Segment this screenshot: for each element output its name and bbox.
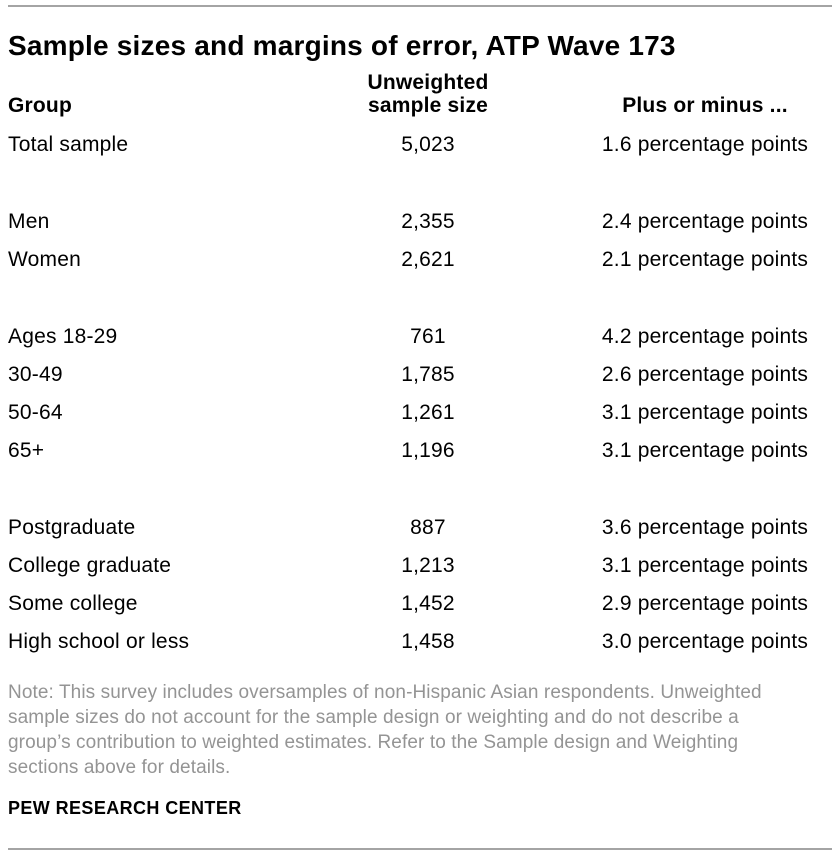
- group-cell: High school or less: [8, 630, 190, 653]
- margin-of-error-cell: 3.0 percentage points: [601, 630, 809, 653]
- note-text: Note: This survey includes oversamples o…: [8, 680, 832, 780]
- table-row: College graduate 1,213 3.1 percentage poin…: [8, 547, 832, 585]
- table-body: Total sample 5,023 1.6 percentage points Me…: [8, 126, 832, 661]
- table-row: Ages 18-29 761 4.2 percentage points: [8, 318, 832, 356]
- group-cell: 65+: [8, 439, 45, 462]
- table-row: 50-64 1,261 3.1 percentage points: [8, 394, 832, 432]
- top-rule: [8, 5, 832, 7]
- table-row: Men 2,355 2.4 percentage points: [8, 203, 832, 241]
- sample-size-cell: 5,023: [401, 133, 455, 156]
- bottom-rule: [8, 848, 832, 850]
- sample-size-cell: 2,355: [401, 210, 455, 233]
- column-header-margin: Plus or minus ...: [622, 94, 788, 117]
- note-line: Note: This survey includes oversamples o…: [8, 682, 762, 703]
- margin-of-error-cell: 3.1 percentage points: [601, 401, 809, 424]
- table-row: Total sample 5,023 1.6 percentage points: [8, 126, 832, 164]
- sample-size-cell: 887: [410, 516, 446, 539]
- table-row: Women 2,621 2.1 percentage points: [8, 241, 832, 279]
- group-cell: Women: [8, 248, 81, 271]
- sample-size-cell: 1,196: [401, 439, 455, 462]
- table-section: Postgraduate 887 3.6 percentage points Coll…: [8, 509, 832, 661]
- group-cell: Total sample: [8, 133, 129, 156]
- page-title: Sample sizes and margins of error, ATP W…: [8, 30, 676, 61]
- column-header-group: Group: [8, 94, 72, 117]
- table-row: High school or less 1,458 3.0 percentage p…: [8, 623, 832, 661]
- note-line: group’s contribution to weighted estimat…: [8, 732, 739, 753]
- table-header: Group Unweighted sample size Plus or min…: [8, 71, 832, 117]
- column-header-sample-size-line1: Unweighted: [367, 71, 489, 94]
- sample-size-cell: 1,261: [401, 401, 455, 424]
- margin-of-error-cell: 2.6 percentage points: [601, 363, 809, 386]
- table-row: Some college 1,452 2.9 percentage points: [8, 585, 832, 623]
- margin-of-error-cell: 3.1 percentage points: [601, 439, 809, 462]
- group-cell: College graduate: [8, 554, 172, 577]
- margin-of-error-cell: 2.4 percentage points: [601, 210, 809, 233]
- source-label: PEW RESEARCH CENTER: [8, 798, 242, 818]
- group-cell: Postgraduate: [8, 516, 136, 539]
- group-cell: 30-49: [8, 363, 63, 386]
- note-line: sample sizes do not account for the samp…: [8, 707, 739, 728]
- sample-size-cell: 1,785: [401, 363, 455, 386]
- table-section: Total sample 5,023 1.6 percentage points: [8, 126, 832, 164]
- group-cell: Some college: [8, 592, 138, 615]
- column-header-sample-size-line2: sample size: [367, 94, 489, 117]
- sample-size-cell: 1,452: [401, 592, 455, 615]
- margin-of-error-cell: 3.1 percentage points: [601, 554, 809, 577]
- note-line: sections above for details.: [8, 757, 231, 778]
- sample-size-cell: 761: [410, 325, 446, 348]
- table-row: Postgraduate 887 3.6 percentage points: [8, 509, 832, 547]
- sample-size-cell: 2,621: [401, 248, 455, 271]
- margin-of-error-cell: 1.6 percentage points: [601, 133, 809, 156]
- margin-of-error-cell: 3.6 percentage points: [601, 516, 809, 539]
- table-row: 65+ 1,196 3.1 percentage points: [8, 432, 832, 470]
- table-section: Men 2,355 2.4 percentage points Women 2,621 2…: [8, 203, 832, 279]
- margin-of-error-cell: 2.9 percentage points: [601, 592, 809, 615]
- table-section: Ages 18-29 761 4.2 percentage points 30-49 1…: [8, 318, 832, 470]
- column-header-sample-size: Unweighted sample size: [338, 71, 518, 117]
- sample-size-cell: 1,213: [401, 554, 455, 577]
- group-cell: Ages 18-29: [8, 325, 118, 348]
- group-cell: 50-64: [8, 401, 63, 424]
- table-row: 30-49 1,785 2.6 percentage points: [8, 356, 832, 394]
- margin-of-error-cell: 2.1 percentage points: [601, 248, 809, 271]
- sample-size-cell: 1,458: [401, 630, 455, 653]
- margin-of-error-cell: 4.2 percentage points: [601, 325, 809, 348]
- group-cell: Men: [8, 210, 50, 233]
